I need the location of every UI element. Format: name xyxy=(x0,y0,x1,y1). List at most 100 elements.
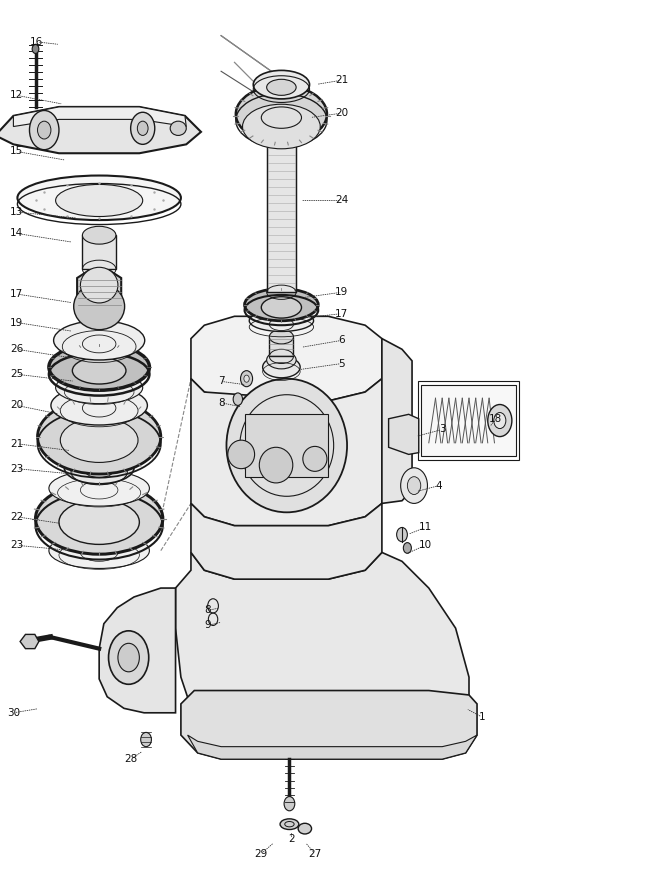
Polygon shape xyxy=(382,339,412,503)
Text: 18: 18 xyxy=(489,413,502,424)
Bar xyxy=(82,235,116,269)
Ellipse shape xyxy=(303,446,327,471)
Ellipse shape xyxy=(253,70,310,99)
Text: 27: 27 xyxy=(308,848,322,859)
Ellipse shape xyxy=(226,379,347,512)
Text: 16: 16 xyxy=(30,37,44,47)
Text: 7: 7 xyxy=(218,376,224,387)
Text: 20: 20 xyxy=(10,400,23,411)
Text: 28: 28 xyxy=(124,754,137,764)
Text: 30: 30 xyxy=(7,707,20,718)
Text: 2: 2 xyxy=(288,834,295,845)
Circle shape xyxy=(241,371,253,387)
Text: 11: 11 xyxy=(419,522,432,533)
Ellipse shape xyxy=(84,462,114,478)
Ellipse shape xyxy=(236,86,327,143)
Circle shape xyxy=(141,732,151,747)
Bar xyxy=(418,381,519,460)
Ellipse shape xyxy=(280,819,299,830)
Circle shape xyxy=(403,543,411,553)
Polygon shape xyxy=(188,735,477,759)
Ellipse shape xyxy=(72,357,126,384)
Ellipse shape xyxy=(17,176,181,220)
Ellipse shape xyxy=(261,297,302,318)
Circle shape xyxy=(38,121,51,139)
Ellipse shape xyxy=(36,483,163,554)
Ellipse shape xyxy=(267,351,296,369)
Circle shape xyxy=(233,393,243,405)
Ellipse shape xyxy=(51,386,147,425)
Text: 22: 22 xyxy=(10,511,23,522)
Circle shape xyxy=(397,527,407,542)
Bar xyxy=(421,385,516,456)
Text: 17: 17 xyxy=(335,308,348,319)
Polygon shape xyxy=(13,107,186,127)
Circle shape xyxy=(244,375,249,382)
Text: 1: 1 xyxy=(479,712,486,723)
Ellipse shape xyxy=(267,131,296,145)
Polygon shape xyxy=(181,691,477,759)
Ellipse shape xyxy=(267,79,296,95)
Text: 9: 9 xyxy=(204,620,211,631)
Polygon shape xyxy=(20,634,39,649)
Polygon shape xyxy=(389,414,419,454)
Text: 19: 19 xyxy=(10,317,23,328)
Ellipse shape xyxy=(263,356,300,378)
Polygon shape xyxy=(176,552,469,717)
Circle shape xyxy=(494,413,506,429)
Ellipse shape xyxy=(245,289,318,321)
Ellipse shape xyxy=(38,399,161,474)
Text: 10: 10 xyxy=(419,540,432,551)
Polygon shape xyxy=(191,316,382,401)
Text: 3: 3 xyxy=(439,424,446,435)
Circle shape xyxy=(137,121,148,135)
Ellipse shape xyxy=(49,344,149,390)
Text: 8: 8 xyxy=(218,397,224,408)
Ellipse shape xyxy=(82,226,116,244)
Ellipse shape xyxy=(54,321,145,360)
Text: 5: 5 xyxy=(338,358,345,369)
Bar xyxy=(267,138,296,292)
Ellipse shape xyxy=(170,121,186,135)
Text: 13: 13 xyxy=(10,207,23,217)
Text: 8: 8 xyxy=(204,605,211,616)
Polygon shape xyxy=(245,414,328,477)
Circle shape xyxy=(284,797,295,811)
Polygon shape xyxy=(191,503,382,579)
Circle shape xyxy=(488,405,512,437)
Ellipse shape xyxy=(56,372,143,404)
Ellipse shape xyxy=(249,310,314,331)
Ellipse shape xyxy=(56,184,143,217)
Text: 20: 20 xyxy=(335,108,348,119)
Text: 24: 24 xyxy=(335,195,348,206)
Text: 17: 17 xyxy=(10,289,23,299)
Text: 21: 21 xyxy=(335,75,348,86)
Circle shape xyxy=(401,468,427,503)
Text: 15: 15 xyxy=(10,146,23,157)
Ellipse shape xyxy=(228,440,255,469)
Ellipse shape xyxy=(74,283,125,330)
Text: 23: 23 xyxy=(10,463,23,474)
Circle shape xyxy=(32,45,39,53)
Text: 26: 26 xyxy=(10,344,23,355)
Ellipse shape xyxy=(80,267,118,303)
Text: 14: 14 xyxy=(10,228,23,239)
Circle shape xyxy=(29,110,59,150)
Text: 25: 25 xyxy=(10,369,23,380)
Circle shape xyxy=(118,643,139,672)
Circle shape xyxy=(109,631,149,684)
Ellipse shape xyxy=(269,330,293,344)
Circle shape xyxy=(131,112,155,144)
Text: 12: 12 xyxy=(10,90,23,101)
Ellipse shape xyxy=(49,533,149,568)
Text: 29: 29 xyxy=(255,848,268,859)
Ellipse shape xyxy=(49,470,149,506)
Polygon shape xyxy=(99,588,176,713)
Ellipse shape xyxy=(259,447,293,483)
Text: 6: 6 xyxy=(338,335,345,346)
Ellipse shape xyxy=(64,452,134,484)
Bar xyxy=(269,337,293,356)
Text: 19: 19 xyxy=(335,287,348,298)
Polygon shape xyxy=(77,264,121,321)
Text: 23: 23 xyxy=(10,540,23,551)
